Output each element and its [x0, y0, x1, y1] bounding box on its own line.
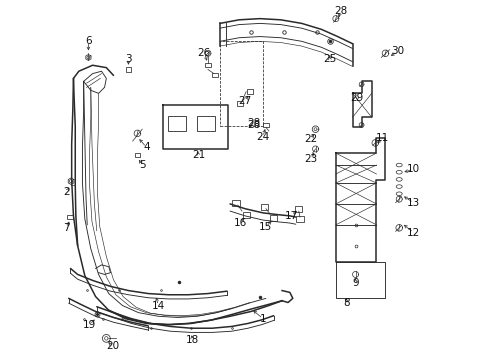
- Bar: [247, 89, 253, 94]
- Bar: [232, 200, 240, 206]
- Bar: [126, 67, 131, 72]
- Text: 4: 4: [143, 142, 149, 152]
- Bar: [135, 153, 140, 157]
- Text: 17: 17: [285, 211, 298, 221]
- Bar: [220, 41, 263, 126]
- Bar: [263, 123, 269, 127]
- Bar: [243, 212, 250, 218]
- Bar: [261, 204, 268, 210]
- Text: 23: 23: [304, 154, 318, 164]
- Text: 27: 27: [238, 96, 252, 106]
- Text: 19: 19: [83, 320, 96, 330]
- Text: 29: 29: [351, 93, 364, 103]
- Bar: [169, 116, 186, 131]
- Bar: [237, 101, 243, 106]
- Text: 8: 8: [343, 297, 350, 307]
- Text: 26: 26: [198, 48, 211, 58]
- Text: 3: 3: [125, 54, 132, 64]
- Text: 1: 1: [260, 314, 266, 324]
- Text: 5: 5: [139, 160, 146, 170]
- Text: 9: 9: [352, 278, 359, 288]
- Text: 24: 24: [256, 132, 270, 142]
- Bar: [270, 215, 277, 221]
- Text: 25: 25: [323, 54, 337, 64]
- Text: 20: 20: [106, 341, 119, 351]
- Text: 22: 22: [304, 134, 318, 144]
- Text: 2: 2: [64, 187, 70, 197]
- Bar: [213, 73, 218, 77]
- Text: 15: 15: [259, 222, 272, 231]
- Text: 7: 7: [63, 223, 70, 233]
- Bar: [295, 206, 302, 212]
- Text: 11: 11: [376, 133, 389, 143]
- Text: 28: 28: [334, 6, 347, 17]
- Text: 6: 6: [85, 36, 92, 46]
- Text: 21: 21: [192, 150, 205, 160]
- Text: 12: 12: [407, 228, 420, 238]
- Text: 28: 28: [247, 118, 261, 128]
- Text: 13: 13: [407, 198, 420, 208]
- Bar: [68, 215, 74, 220]
- Bar: [296, 216, 304, 222]
- Bar: [205, 63, 211, 67]
- Text: 18: 18: [186, 335, 199, 345]
- Text: 14: 14: [152, 301, 165, 311]
- Text: 30: 30: [391, 46, 404, 57]
- Text: 16: 16: [234, 218, 247, 228]
- Text: 10: 10: [407, 164, 420, 174]
- Text: 28: 28: [247, 120, 261, 130]
- Bar: [197, 116, 215, 131]
